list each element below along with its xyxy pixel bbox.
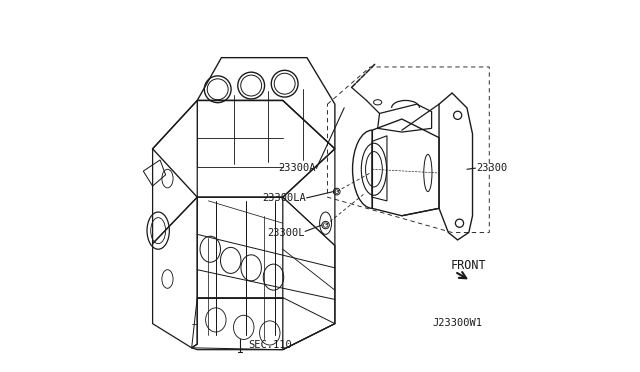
Text: SEC.110: SEC.110: [248, 340, 292, 350]
Text: J23300W1: J23300W1: [433, 318, 483, 328]
Text: 23300A: 23300A: [278, 163, 316, 173]
Text: FRONT: FRONT: [451, 260, 486, 272]
Text: 23300L: 23300L: [267, 228, 305, 237]
Text: 23300: 23300: [476, 163, 508, 173]
Text: 23300LA: 23300LA: [262, 193, 306, 203]
